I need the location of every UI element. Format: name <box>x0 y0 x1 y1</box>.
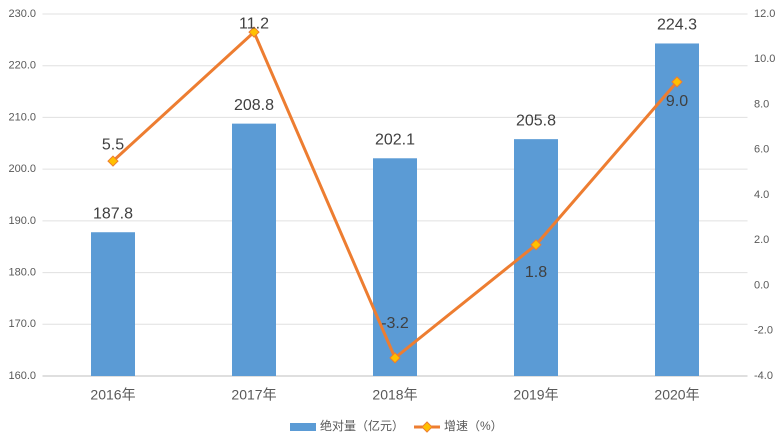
y2-tick-label: 4.0 <box>754 189 769 201</box>
y2-tick-label: 12.0 <box>754 8 775 20</box>
x-tick-label: 2019年 <box>513 387 558 403</box>
y-tick-label: 180.0 <box>8 266 36 278</box>
data-label: 5.5 <box>102 136 124 153</box>
bar <box>232 123 276 377</box>
bar <box>373 158 417 376</box>
x-tick-label: 2018年 <box>372 387 417 403</box>
legend-swatch <box>290 423 316 431</box>
x-tick-label: 2017年 <box>231 387 276 403</box>
y-tick-label: 230.0 <box>8 8 36 20</box>
data-label: 205.8 <box>516 112 556 129</box>
data-label: 11.2 <box>239 15 269 32</box>
marker <box>389 352 401 364</box>
y-tick-label: 210.0 <box>8 111 36 123</box>
legend-label: 增速（%） <box>444 419 503 433</box>
marker <box>530 239 542 251</box>
data-label: 9.0 <box>666 93 688 110</box>
data-label: 187.8 <box>93 205 133 222</box>
x-tick-label: 2020年 <box>654 387 699 403</box>
legend-marker <box>421 421 433 433</box>
data-label: 224.3 <box>657 17 697 34</box>
data-label: -3.2 <box>381 315 409 332</box>
y-tick-label: 190.0 <box>8 215 36 227</box>
y2-tick-label: -4.0 <box>754 370 773 382</box>
y-tick-label: 170.0 <box>8 318 36 330</box>
marker <box>248 26 260 38</box>
bar <box>91 232 135 376</box>
y-tick-label: 160.0 <box>8 370 36 382</box>
y2-tick-label: 2.0 <box>754 234 769 246</box>
legend-label: 绝对量（亿元） <box>320 418 404 433</box>
x-tick-label: 2016年 <box>90 387 135 403</box>
marker <box>107 155 119 167</box>
y2-tick-label: 0.0 <box>754 279 769 291</box>
data-label: 208.8 <box>234 97 274 114</box>
data-label: 202.1 <box>375 132 415 149</box>
y2-tick-label: 10.0 <box>754 53 775 65</box>
y-tick-label: 200.0 <box>8 163 36 175</box>
y2-tick-label: -2.0 <box>754 325 773 337</box>
y-tick-label: 220.0 <box>8 60 36 72</box>
data-label: 1.8 <box>525 264 547 281</box>
marker <box>671 76 683 88</box>
y2-tick-label: 6.0 <box>754 144 769 156</box>
y2-tick-label: 8.0 <box>754 98 769 110</box>
